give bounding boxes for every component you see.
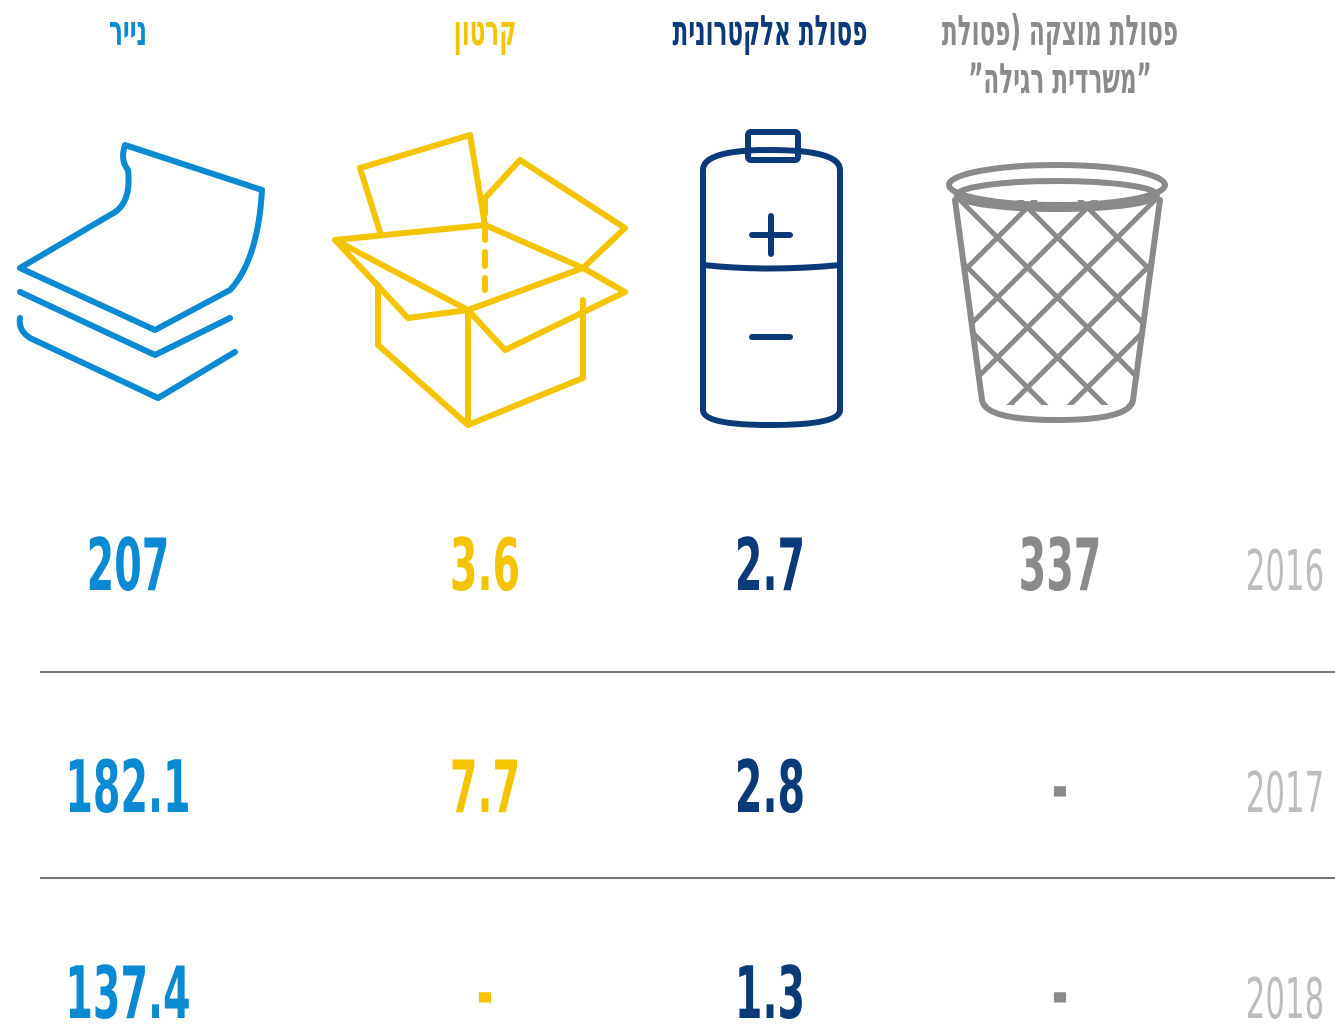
cell-value: - xyxy=(1052,745,1068,829)
cell-value: 137.4 xyxy=(65,951,190,1030)
paper-icon xyxy=(16,142,265,401)
year-label: 2017 xyxy=(1246,760,1324,826)
box-icon xyxy=(332,132,628,428)
cell-value: - xyxy=(1052,951,1068,1030)
cell-value: 2.8 xyxy=(735,745,805,829)
cell-value: 207 xyxy=(87,523,170,607)
trash-icon xyxy=(946,162,1168,423)
column-header: קרטון xyxy=(454,7,516,55)
year-label: 2018 xyxy=(1246,966,1324,1030)
cell-value: 182.1 xyxy=(65,745,190,829)
cell-value: 337 xyxy=(1019,523,1102,607)
year-label: 2016 xyxy=(1246,538,1324,604)
column-header: פסולת מוצקה (פסולת xyxy=(942,7,1178,55)
cell-value: 7.7 xyxy=(450,745,520,829)
column-header: ”משרדית רגילה” xyxy=(968,55,1151,103)
cell-value: 3.6 xyxy=(450,523,520,607)
cell-value: 1.3 xyxy=(735,951,805,1030)
column-header: פסולת אלקטרונית xyxy=(673,7,868,55)
cell-value: - xyxy=(477,951,493,1030)
battery-icon xyxy=(700,129,843,428)
cell-value: 2.7 xyxy=(735,523,805,607)
column-header: נייר xyxy=(109,7,147,55)
